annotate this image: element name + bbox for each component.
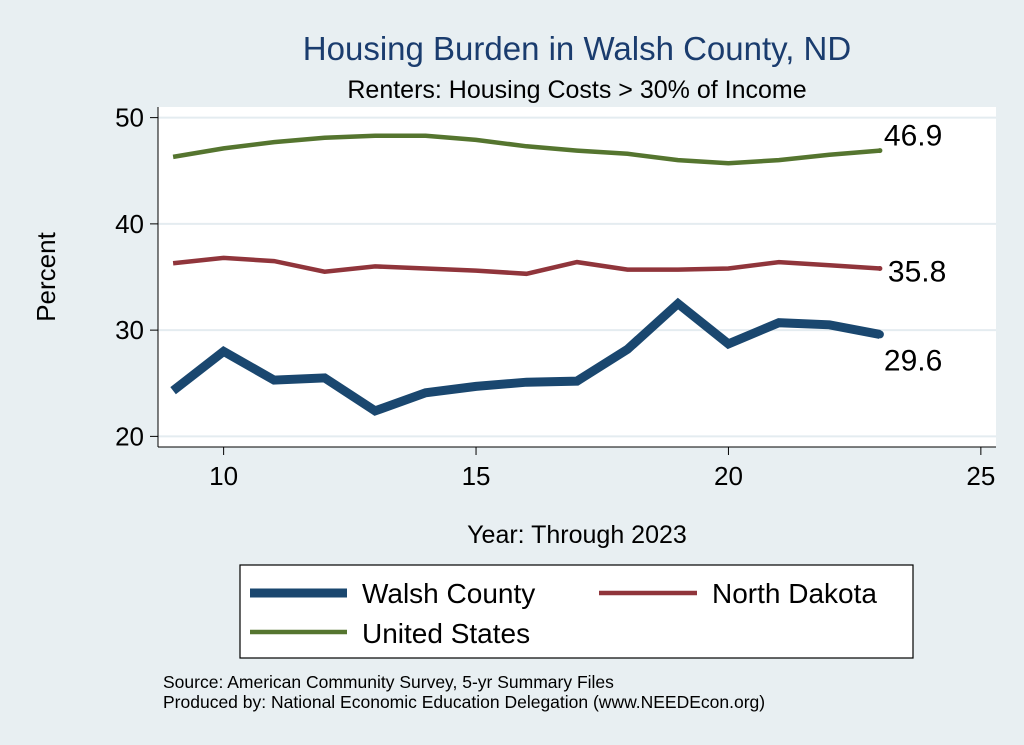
tick-labels: 20 30 40 50 10 15 20 25 — [115, 103, 995, 491]
tick-label-x-20: 20 — [714, 461, 743, 491]
legend-label-walsh-county: Walsh County — [362, 578, 535, 609]
chart-title: Housing Burden in Walsh County, ND — [303, 30, 851, 67]
legend-box — [239, 564, 914, 659]
end-label-north-dakota: 35.8 — [888, 256, 946, 289]
source-note: Source: American Community Survey, 5-yr … — [163, 672, 614, 692]
legend: Walsh County North Dakota United States — [239, 564, 914, 659]
x-axis-label: Year: Through 2023 — [467, 521, 687, 549]
series-line-united-states — [172, 133, 881, 166]
legend-label-north-dakota: North Dakota — [712, 578, 877, 609]
chart-subtitle: Renters: Housing Costs > 30% of Income — [347, 76, 806, 104]
series-line-north-dakota — [172, 255, 881, 277]
end-point-united-states — [877, 148, 883, 154]
series-group — [170, 133, 884, 416]
tick-label-x-25: 25 — [966, 461, 995, 491]
y-axis-label: Percent — [31, 231, 61, 321]
produced-by-note: Produced by: National Economic Education… — [163, 692, 765, 712]
series-line-walsh-county — [170, 297, 881, 416]
tick-label-x-15: 15 — [462, 461, 491, 491]
end-labels: 29.6 35.8 46.9 — [884, 120, 946, 378]
end-label-united-states: 46.9 — [884, 120, 942, 153]
tick-label-y-50: 50 — [115, 103, 144, 133]
tick-label-x-10: 10 — [209, 461, 238, 491]
plot-area — [158, 107, 996, 447]
axes-group — [157, 107, 996, 448]
legend-label-united-states: United States — [362, 618, 530, 649]
tick-label-y-30: 30 — [115, 315, 144, 345]
tick-label-y-20: 20 — [115, 421, 144, 451]
end-point-walsh-county — [875, 330, 884, 339]
end-label-walsh-county: 29.6 — [884, 344, 942, 377]
end-point-north-dakota — [877, 266, 883, 271]
tick-label-y-40: 40 — [115, 209, 144, 239]
